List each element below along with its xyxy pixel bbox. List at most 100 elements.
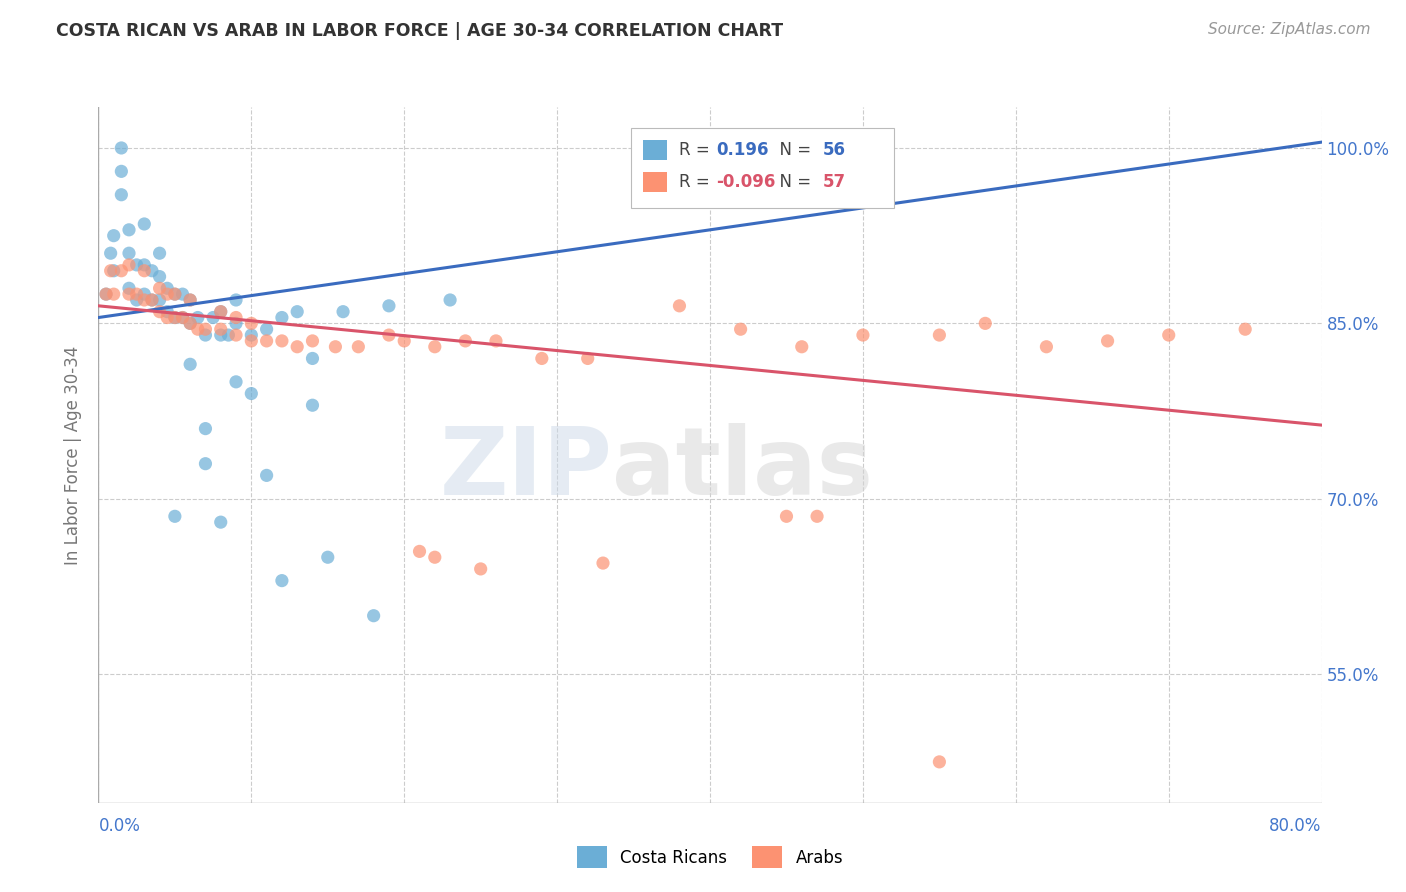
Point bbox=[225, 317, 247, 331]
Point bbox=[1097, 334, 1119, 348]
Point bbox=[217, 328, 239, 343]
Point bbox=[775, 509, 797, 524]
Point bbox=[225, 375, 247, 389]
Point bbox=[408, 544, 430, 558]
Text: R =: R = bbox=[679, 173, 716, 191]
Text: 80.0%: 80.0% bbox=[1270, 817, 1322, 835]
Point bbox=[301, 398, 323, 412]
Text: ZIP: ZIP bbox=[439, 423, 612, 515]
Point bbox=[141, 293, 163, 307]
Point bbox=[100, 246, 122, 260]
Point bbox=[141, 293, 163, 307]
Point bbox=[439, 293, 461, 307]
Point bbox=[179, 317, 201, 331]
Point bbox=[172, 310, 194, 325]
Point bbox=[332, 304, 354, 318]
Point bbox=[470, 562, 492, 576]
Point bbox=[225, 328, 247, 343]
Point bbox=[209, 304, 232, 318]
Point bbox=[134, 258, 156, 272]
Point bbox=[156, 310, 179, 325]
Point bbox=[134, 287, 156, 301]
Point bbox=[103, 287, 125, 301]
Point bbox=[118, 258, 141, 272]
Text: R =: R = bbox=[679, 141, 716, 159]
Point bbox=[1035, 340, 1057, 354]
Point bbox=[347, 340, 370, 354]
Point bbox=[530, 351, 553, 366]
Point bbox=[806, 509, 828, 524]
Point bbox=[118, 281, 141, 295]
Point bbox=[163, 287, 186, 301]
Point bbox=[974, 317, 997, 331]
Point bbox=[576, 351, 599, 366]
Point bbox=[118, 246, 141, 260]
Point bbox=[301, 334, 323, 348]
FancyBboxPatch shape bbox=[643, 140, 668, 160]
Point bbox=[363, 608, 385, 623]
Point bbox=[134, 264, 156, 278]
Point bbox=[256, 468, 278, 483]
Point bbox=[149, 304, 172, 318]
Point bbox=[179, 293, 201, 307]
Point bbox=[270, 310, 292, 325]
Text: 56: 56 bbox=[823, 141, 845, 159]
Point bbox=[125, 293, 148, 307]
Text: 0.196: 0.196 bbox=[716, 141, 769, 159]
Point bbox=[1157, 328, 1180, 343]
FancyBboxPatch shape bbox=[643, 172, 668, 192]
FancyBboxPatch shape bbox=[630, 128, 894, 208]
Point bbox=[240, 334, 263, 348]
Point bbox=[149, 293, 172, 307]
Point bbox=[149, 281, 172, 295]
Point bbox=[125, 287, 148, 301]
Point bbox=[179, 357, 201, 371]
Text: atlas: atlas bbox=[612, 423, 873, 515]
Point bbox=[194, 457, 217, 471]
Point bbox=[209, 322, 232, 336]
Point bbox=[194, 328, 217, 343]
Point bbox=[163, 509, 186, 524]
Point bbox=[202, 310, 225, 325]
Point bbox=[194, 322, 217, 336]
Point bbox=[378, 299, 401, 313]
Text: -0.096: -0.096 bbox=[716, 173, 776, 191]
Point bbox=[225, 310, 247, 325]
Point bbox=[256, 322, 278, 336]
Point bbox=[172, 310, 194, 325]
Point bbox=[156, 304, 179, 318]
Point bbox=[392, 334, 416, 348]
Point bbox=[134, 293, 156, 307]
Point bbox=[110, 164, 132, 178]
Point bbox=[928, 328, 950, 343]
Point bbox=[163, 310, 186, 325]
Point bbox=[149, 246, 172, 260]
Point bbox=[285, 340, 308, 354]
Point bbox=[103, 264, 125, 278]
Point bbox=[118, 287, 141, 301]
Point bbox=[325, 340, 347, 354]
Text: N =: N = bbox=[769, 141, 815, 159]
Point bbox=[1234, 322, 1257, 336]
Point bbox=[179, 317, 201, 331]
Point bbox=[118, 223, 141, 237]
Point bbox=[852, 328, 875, 343]
Point bbox=[270, 574, 292, 588]
Point bbox=[423, 340, 446, 354]
Legend: Costa Ricans, Arabs: Costa Ricans, Arabs bbox=[571, 839, 849, 874]
Point bbox=[301, 351, 323, 366]
Text: Source: ZipAtlas.com: Source: ZipAtlas.com bbox=[1208, 22, 1371, 37]
Point bbox=[256, 334, 278, 348]
Point bbox=[94, 287, 117, 301]
Point bbox=[163, 287, 186, 301]
Text: 57: 57 bbox=[823, 173, 845, 191]
Point bbox=[378, 328, 401, 343]
Point bbox=[94, 287, 117, 301]
Point bbox=[172, 287, 194, 301]
Point bbox=[454, 334, 477, 348]
Point bbox=[110, 141, 132, 155]
Point bbox=[240, 328, 263, 343]
Point bbox=[730, 322, 752, 336]
Point bbox=[270, 334, 292, 348]
Point bbox=[485, 334, 508, 348]
